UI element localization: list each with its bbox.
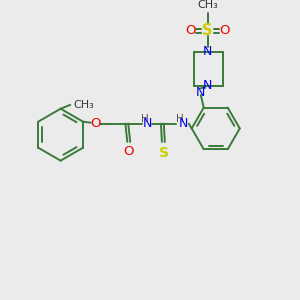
Text: H: H	[141, 114, 148, 124]
Text: CH₃: CH₃	[73, 100, 94, 110]
Text: S: S	[159, 146, 169, 160]
Text: O: O	[220, 24, 230, 37]
Text: O: O	[123, 145, 134, 158]
Text: CH₃: CH₃	[197, 0, 218, 10]
Text: O: O	[185, 24, 196, 37]
Text: N: N	[203, 79, 212, 92]
Text: N: N	[203, 45, 212, 58]
Text: S: S	[202, 23, 213, 38]
Text: O: O	[90, 117, 101, 130]
Text: N: N	[196, 86, 206, 99]
Text: N: N	[143, 117, 152, 130]
Text: H: H	[176, 114, 184, 124]
Text: N: N	[178, 117, 188, 130]
